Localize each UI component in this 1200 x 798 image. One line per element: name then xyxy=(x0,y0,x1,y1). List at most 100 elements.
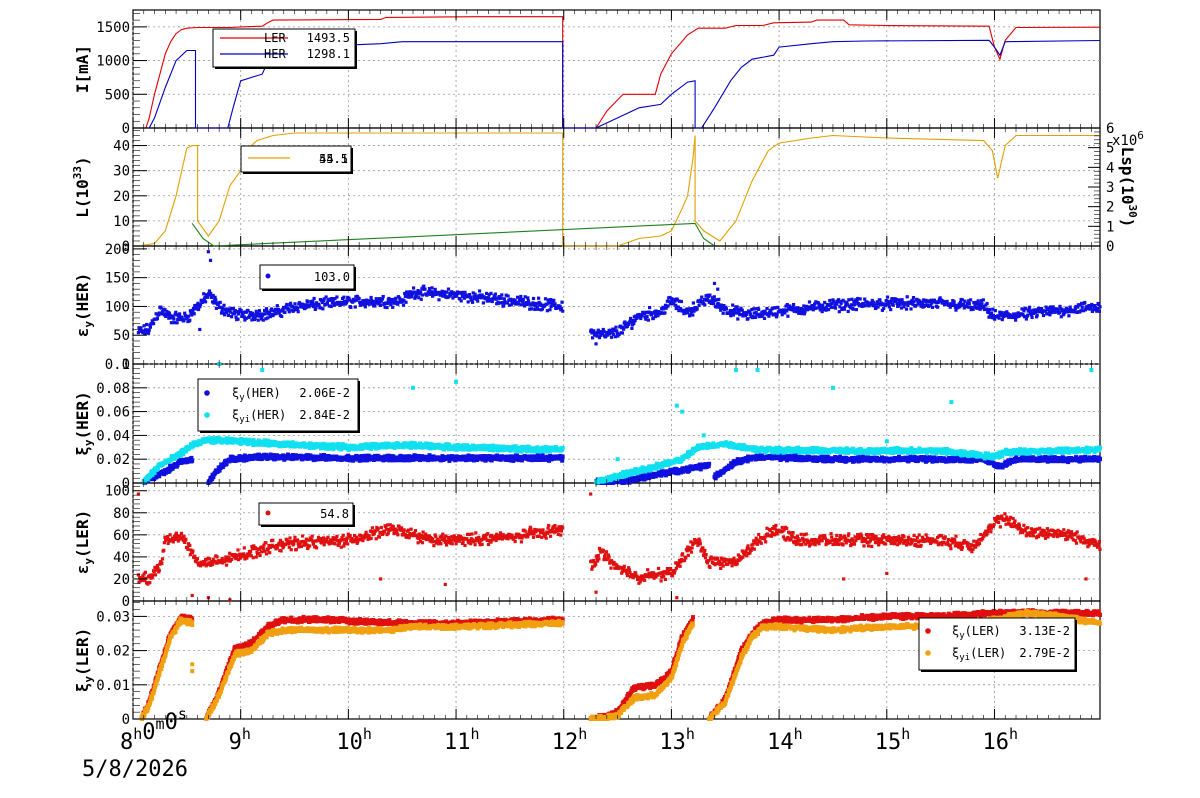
data-point xyxy=(192,312,196,316)
data-point xyxy=(409,290,413,294)
data-point xyxy=(763,309,767,313)
data-point xyxy=(904,301,908,306)
data-point xyxy=(899,300,903,304)
data-point xyxy=(348,298,352,302)
data-point xyxy=(884,299,888,303)
data-point xyxy=(851,307,855,311)
data-point xyxy=(729,314,733,318)
data-point xyxy=(969,298,973,302)
data-point xyxy=(980,302,984,306)
data-point xyxy=(521,297,525,302)
data-point xyxy=(1087,304,1091,308)
data-point xyxy=(318,442,323,447)
data-point xyxy=(519,303,523,307)
data-point xyxy=(654,466,659,471)
data-point xyxy=(199,298,203,302)
data-point xyxy=(322,453,327,457)
data-point xyxy=(929,298,933,302)
data-point xyxy=(292,308,296,312)
data-point xyxy=(206,250,210,254)
data-point xyxy=(394,296,398,300)
data-point xyxy=(1006,458,1011,463)
data-point xyxy=(230,315,234,319)
data-point xyxy=(595,334,599,338)
data-point xyxy=(396,441,400,446)
data-point xyxy=(471,291,475,295)
data-point xyxy=(370,441,375,446)
data-point xyxy=(894,299,898,303)
data-point xyxy=(630,326,634,330)
data-point xyxy=(559,448,564,452)
data-point xyxy=(967,302,971,306)
data-point xyxy=(751,314,755,319)
data-point xyxy=(597,330,601,334)
data-point xyxy=(254,309,258,313)
data-point xyxy=(485,291,489,295)
data-point xyxy=(251,438,256,443)
data-point xyxy=(502,297,506,301)
data-point xyxy=(561,309,565,313)
data-point xyxy=(826,308,831,312)
data-point xyxy=(841,298,845,302)
series-luminosity-1-line xyxy=(191,222,715,247)
data-point xyxy=(240,314,244,318)
data-point xyxy=(752,311,756,315)
data-point xyxy=(397,300,401,304)
data-point xyxy=(1047,310,1051,314)
data-point xyxy=(1067,314,1071,318)
data-point xyxy=(239,309,243,313)
data-point xyxy=(454,292,458,296)
data-point xyxy=(706,464,711,469)
data-point xyxy=(518,297,522,301)
data-point xyxy=(679,299,683,304)
data-point xyxy=(602,329,606,334)
data-point xyxy=(1003,311,1007,315)
data-point xyxy=(838,305,842,309)
data-point xyxy=(420,293,425,297)
data-point xyxy=(674,303,678,307)
data-point xyxy=(872,300,876,304)
data-point xyxy=(774,306,778,310)
data-point xyxy=(524,301,529,305)
data-point xyxy=(486,296,491,300)
data-point xyxy=(945,299,949,303)
data-point xyxy=(521,300,525,304)
data-point xyxy=(1050,310,1054,315)
data-point xyxy=(463,290,467,294)
data-point xyxy=(710,296,714,300)
data-point xyxy=(359,303,363,307)
data-point xyxy=(519,449,524,454)
data-point xyxy=(147,328,151,332)
data-point xyxy=(513,298,517,303)
data-point xyxy=(790,305,794,310)
data-point xyxy=(1093,304,1097,308)
data-point xyxy=(517,302,521,306)
data-point xyxy=(686,311,690,315)
data-point xyxy=(473,292,477,296)
data-point xyxy=(1083,300,1087,305)
data-point xyxy=(902,305,906,309)
data-point xyxy=(531,296,536,301)
data-point xyxy=(163,308,167,312)
data-point xyxy=(175,463,180,467)
data-point xyxy=(741,314,745,318)
data-point xyxy=(623,322,628,326)
data-point xyxy=(223,313,227,317)
data-point xyxy=(313,302,317,306)
data-point xyxy=(413,295,418,299)
data-point xyxy=(374,297,378,301)
data-point xyxy=(745,312,749,316)
data-point xyxy=(1048,305,1053,309)
data-point xyxy=(1000,311,1004,315)
data-point xyxy=(739,306,743,310)
data-point xyxy=(748,312,753,316)
data-point xyxy=(437,298,441,302)
data-point xyxy=(973,303,977,307)
data-point xyxy=(938,296,942,300)
data-point xyxy=(487,293,491,297)
data-point xyxy=(145,322,149,327)
data-point xyxy=(1045,312,1049,316)
data-point xyxy=(394,300,399,304)
data-point xyxy=(455,294,459,298)
